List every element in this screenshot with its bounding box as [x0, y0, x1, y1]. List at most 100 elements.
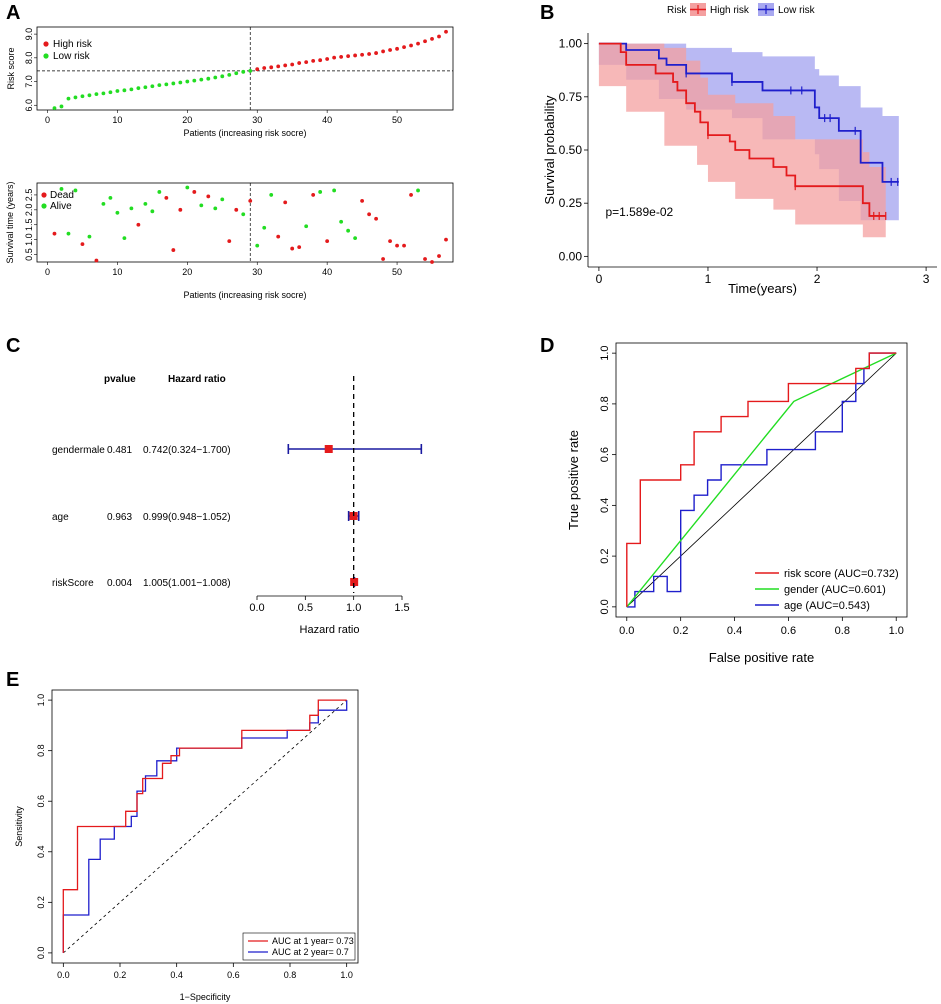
d-ytick-label: 0.4 [599, 498, 611, 513]
a-bot-point [269, 193, 274, 197]
c-row-label: gendermale [52, 445, 105, 456]
a-top-point [80, 94, 85, 99]
a-bot-point [290, 246, 295, 251]
b-xtick-label: 0 [596, 272, 603, 286]
a-bot-point [87, 234, 92, 239]
a-bot-point [234, 207, 239, 212]
e-legend-label-red: AUC at 1 year= 0.73 [272, 936, 354, 946]
a-bot-point [416, 188, 420, 193]
b-high-risk-ci-band [598, 43, 886, 238]
a-top-point [220, 74, 225, 79]
b-xlabel: Time(years) [728, 281, 797, 296]
a-bot-point [346, 228, 351, 233]
d-ytick-label: 0.2 [599, 548, 611, 563]
panel-d-roc-plot: 0.0 0.0 0.2 0.2 0.4 0.4 0.6 0.6 0.8 0.8 1.0 1.0 True… [566, 342, 908, 665]
a-bot-point [437, 254, 441, 258]
a-top-xtick-label: 40 [322, 115, 332, 125]
a-top-point [262, 66, 267, 70]
c-row-pvalue: 0.481 [107, 445, 132, 456]
a-top-point [248, 68, 253, 73]
a-bot-point [360, 198, 365, 203]
a-bot-legend-dead-marker [41, 192, 47, 198]
c-xtick-label: 0.5 [298, 602, 313, 614]
d-xtick-label: 1.0 [889, 625, 904, 637]
e-ytick-label: 1.0 [36, 694, 46, 707]
a-top-point [430, 36, 434, 41]
d-xtick-label: 0.8 [835, 625, 850, 637]
b-legend-low-label: Low risk [778, 5, 816, 16]
c-xtick-label: 1.0 [346, 602, 361, 614]
a-bot-point [423, 257, 427, 261]
a-top-point [94, 92, 99, 97]
a-bot-point [444, 237, 448, 242]
a-top-point [304, 60, 309, 64]
d-ytick-label: 0.6 [599, 447, 611, 462]
a-top-legend-low: Low risk [53, 51, 91, 62]
panel-e-time-roc-plot: 0.0 0.0 0.2 0.2 0.4 0.4 0.6 0.6 0.8 0.8 1.0 1.0 Sens… [14, 689, 359, 1002]
e-ytick-label: 0.0 [36, 947, 46, 960]
a-bot-point [318, 190, 323, 194]
panel-label-b: B [540, 2, 554, 24]
b-xtick-label: 3 [923, 272, 930, 286]
panel-b-km-plot: 0 1 2 3 0.00 0.25 0.50 0.75 1.00 Survival probabi… [542, 3, 937, 296]
a-top-point [374, 51, 378, 55]
a-top-point [311, 59, 316, 63]
panel-a-risk-score-plot: 0 10 20 30 40 50 6.0 7.0 8.0 9.0 Risk score Patient… [6, 26, 454, 138]
e-xtick-label: 0.6 [227, 970, 240, 980]
a-bot-point [157, 190, 162, 194]
a-top-point [150, 84, 155, 89]
a-top-ytick-label: 8.0 [24, 52, 34, 65]
d-xtick-label: 0.6 [781, 625, 796, 637]
d-xtick-label: 0.4 [727, 625, 742, 637]
panel-a-survival-time-plot: 0 10 20 30 40 50 0.5 1.0 1.52.0 2.5 Survival time … [5, 181, 454, 300]
b-xtick-label: 2 [814, 272, 821, 286]
a-top-point [234, 71, 239, 76]
c-row-hr-text: 1.005(1.001−1.008) [143, 578, 231, 589]
panel-label-c: C [6, 335, 20, 357]
a-top-point [171, 81, 176, 86]
a-bot-ylabel: Survival time (years) [5, 181, 15, 263]
a-bot-point [220, 197, 225, 202]
a-top-point [269, 65, 274, 70]
a-bot-xtick-label: 50 [392, 267, 402, 277]
b-ytick-label: 0.50 [559, 143, 583, 157]
a-bot-point [311, 193, 316, 197]
a-top-point [115, 89, 120, 93]
a-top-xtick-label: 20 [182, 115, 192, 125]
a-top-point [325, 57, 330, 61]
a-top-xtick-label: 0 [45, 115, 50, 125]
d-ytick-label: 0.8 [599, 396, 611, 411]
a-top-point [416, 41, 420, 46]
a-bot-point [66, 231, 71, 236]
a-bot-xlabel: Patients (increasing risk socre) [183, 290, 306, 300]
a-bot-point [164, 196, 169, 200]
a-bot-xtick-label: 20 [182, 267, 192, 277]
a-bot-point [129, 206, 134, 211]
d-legend-label-blue: age (AUC=0.543) [784, 600, 870, 612]
a-bot-ytick-label: 1.0 [24, 233, 34, 246]
a-bot-point [325, 239, 330, 244]
a-top-ytick-label: 6.0 [24, 99, 34, 112]
d-ytick-label: 1.0 [599, 345, 611, 360]
a-top-xlabel: Patients (increasing risk socre) [183, 128, 306, 138]
b-legend-high-label: High risk [710, 5, 750, 16]
c-row-label: age [52, 512, 69, 523]
a-bot-point [122, 236, 127, 241]
e-xtick-label: 0.8 [284, 970, 297, 980]
a-top-point [423, 39, 427, 44]
b-ytick-label: 1.00 [559, 37, 583, 51]
a-top-point [395, 46, 399, 51]
a-top-ytick-label: 7.0 [24, 75, 34, 88]
a-bot-point [388, 239, 392, 244]
a-top-xtick-label: 10 [112, 115, 122, 125]
e-legend-label-blue: AUC at 2 year= 0.7 [272, 947, 349, 957]
a-bot-xtick-label: 40 [322, 267, 332, 277]
a-top-frame [36, 26, 454, 111]
a-top-legend-high: High risk [53, 39, 93, 50]
a-bot-point [374, 216, 378, 221]
a-bot-xtick-label: 30 [252, 267, 262, 277]
e-frame [51, 689, 359, 964]
e-ytick-label: 0.6 [36, 795, 46, 808]
a-top-point [108, 90, 113, 95]
